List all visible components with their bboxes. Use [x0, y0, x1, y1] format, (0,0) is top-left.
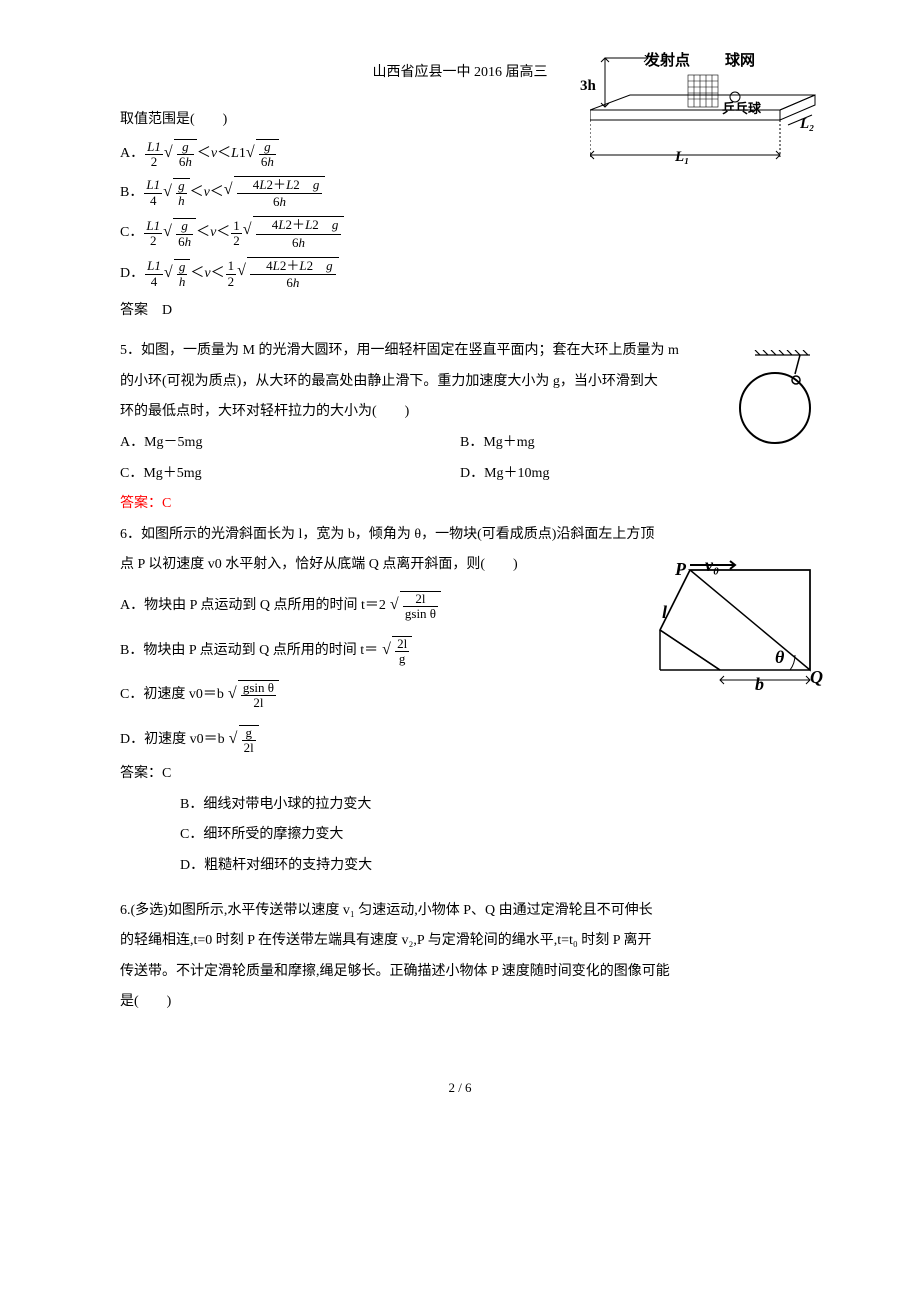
fig3-v0: v₀	[705, 548, 719, 582]
q4-optC: C． L12 g6h ＜v＜ 12 4L2＋L2 g6h	[120, 216, 800, 251]
fig1-svg	[590, 55, 820, 175]
q6b-line3: 传送带。不计定滑轮质量和摩擦,绳足够长。正确描述小物体 P 速度随时间变化的图像…	[120, 959, 800, 986]
figure-ring	[730, 350, 820, 450]
q6b-line2: 的轻绳相连,t=0 时刻 P 在传送带左端具有速度 v₂,P 与定滑轮间的绳水平…	[120, 928, 800, 955]
fig3-l: l	[662, 595, 667, 629]
q6-line1: 6．如图所示的光滑斜面长为 l，宽为 b，倾角为 θ，一物块(可看成质点)沿斜面…	[120, 522, 800, 549]
q6-d-pre: D．初速度 v0＝b	[120, 727, 225, 754]
q4-c-pre: C．	[120, 220, 143, 247]
q6b-s1: (多选)如图所示,水平传送带以速度 v₁ 匀速运动,小物体 P、Q 由通过定滑轮…	[131, 903, 653, 918]
q6-c-pre: C．初速度 v0＝b	[120, 682, 224, 709]
q5-num: 5．	[120, 343, 141, 358]
extra-c: C．细环所受的摩擦力变大	[180, 822, 800, 849]
extra-d: D．粗糙杆对细环的支持力变大	[180, 853, 800, 880]
fig1-L1: L₁	[675, 143, 689, 172]
q5-s1: 如图，一质量为 M 的光滑大圆环，用一细轻杆固定在竖直平面内；套在大环上质量为 …	[141, 343, 679, 358]
q5-d: D．Mg＋10mg	[460, 461, 800, 488]
q6b-line1: 6.(多选)如图所示,水平传送带以速度 v₁ 匀速运动,小物体 P、Q 由通过定…	[120, 898, 800, 925]
q5-answer: 答案：C	[120, 491, 800, 518]
q6-num: 6．	[120, 527, 141, 542]
q4-optD: D． L14 gh ＜v＜ 12 4L2＋L2 g6h	[120, 257, 800, 292]
figure-incline: P v₀ l b θ Q	[650, 560, 820, 690]
q6b-line4: 是( )	[120, 989, 800, 1016]
fig1-ball-label: 乒乓球	[722, 97, 761, 122]
q5-row2: C．Mg＋5mg D．Mg＋10mg	[120, 461, 800, 488]
q4-b-pre: B．	[120, 180, 143, 207]
q4-optB: B． L14 gh ＜v＜ 4L2＋L2 g6h	[120, 176, 800, 211]
q6-s1: 如图所示的光滑斜面长为 l，宽为 b，倾角为 θ，一物块(可看成质点)沿斜面左上…	[141, 527, 654, 542]
q5-line2: 的小环(可视为质点)，从大环的最高处由静止滑下。重力加速度大小为 g，当小环滑到…	[120, 369, 800, 396]
fig1-net-label: 球网	[725, 47, 755, 76]
fig1-L2: L₂	[800, 110, 814, 139]
q4-a-pre: A．	[120, 141, 144, 168]
q5-line1: 5．如图，一质量为 M 的光滑大圆环，用一细轻杆固定在竖直平面内；套在大环上质量…	[120, 338, 800, 365]
q5-a: A．Mg－5mg	[120, 430, 460, 457]
fig3-P: P	[675, 552, 686, 586]
fig1-launch-label: 发射点	[645, 47, 690, 76]
q6b-num: 6.	[120, 903, 131, 918]
q5-c: C．Mg＋5mg	[120, 461, 460, 488]
q6-optD: D．初速度 v0＝b g2l	[120, 725, 800, 756]
q4-d-pre: D．	[120, 261, 144, 288]
q6-b-pre: B．物块由 P 点运动到 Q 点所用的时间 t＝	[120, 638, 378, 665]
fig3-b: b	[755, 667, 764, 701]
q6-a-pre: A．物块由 P 点运动到 Q 点所用的时间 t＝2	[120, 593, 386, 620]
fig1-3h: 3h	[580, 72, 596, 101]
figure-table-tennis: 发射点 球网 乒乓球 3h L₁ L₂	[590, 55, 820, 175]
q6-answer: 答案：C	[120, 761, 800, 788]
q4-answer: 答案 D	[120, 298, 800, 325]
fig3-theta: θ	[775, 640, 784, 674]
page-footer: 2 / 6	[120, 1076, 800, 1101]
extra-b: B．细线对带电小球的拉力变大	[180, 792, 800, 819]
fig3-Q: Q	[810, 660, 823, 694]
q5-row1: A．Mg－5mg B．Mg＋mg	[120, 430, 800, 457]
q5-line3: 环的最低点时，大环对轻杆拉力的大小为( )	[120, 399, 800, 426]
